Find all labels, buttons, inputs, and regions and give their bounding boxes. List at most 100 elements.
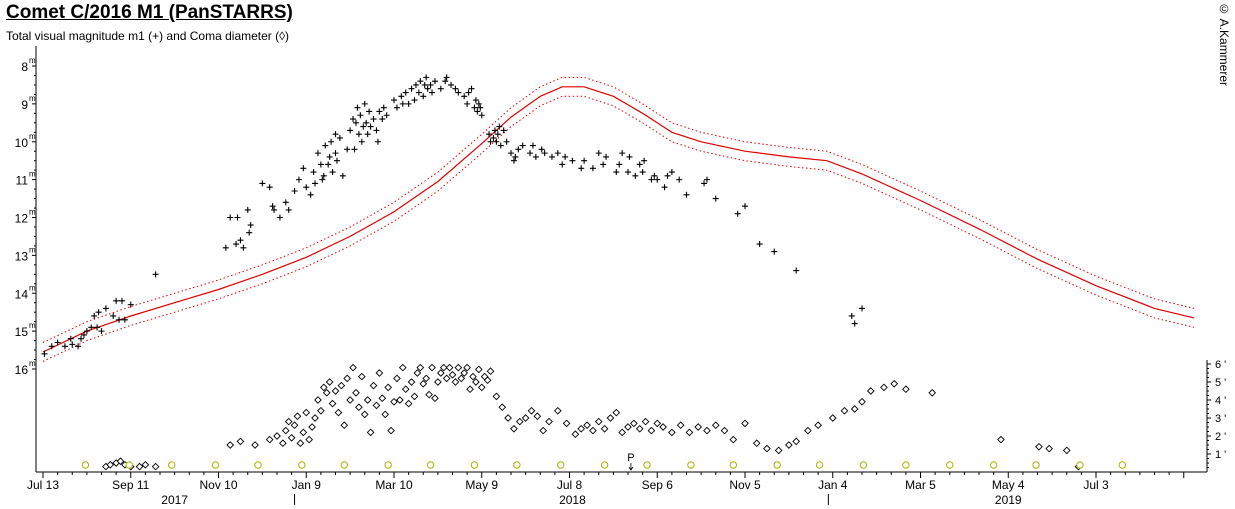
coma-point	[457, 374, 466, 383]
coma-point	[774, 446, 783, 455]
magnitude-point	[322, 142, 329, 149]
magnitude-point	[589, 165, 596, 172]
magnitude-point	[603, 153, 610, 160]
magnitude-point	[848, 312, 855, 319]
magnitude-tick-suffix: m	[29, 208, 36, 217]
magnitude-point	[344, 146, 351, 153]
coma-points	[102, 363, 1083, 471]
magnitude-point	[600, 161, 607, 168]
magnitude-point	[515, 146, 522, 153]
moon-marker	[687, 461, 695, 469]
coma-point	[226, 441, 235, 449]
magnitude-point	[127, 301, 134, 308]
date-tick-label: Jul 13	[27, 478, 59, 492]
moon-marker	[557, 461, 565, 469]
coma-point	[407, 378, 416, 386]
magnitude-point	[500, 127, 507, 134]
coma-point	[279, 439, 287, 448]
coma-point	[311, 414, 319, 422]
coma-point	[539, 426, 548, 435]
magnitude-point	[497, 142, 504, 149]
magnitude-point	[247, 222, 254, 229]
coma-point	[630, 419, 638, 428]
magnitude-point	[616, 161, 623, 168]
magnitude-point	[366, 108, 373, 115]
coma-point	[302, 408, 311, 417]
coma-point	[141, 460, 150, 469]
magnitude-point	[355, 131, 362, 138]
date-tick-label: Jul 3	[1083, 478, 1109, 492]
moon-marker	[773, 461, 781, 469]
magnitude-tick-suffix: m	[29, 245, 36, 254]
magnitude-point	[464, 100, 471, 107]
coma-point	[343, 374, 352, 383]
moon-marker	[168, 461, 176, 469]
magnitude-point	[234, 214, 241, 221]
magnitude-point	[491, 127, 498, 134]
magnitude-point	[427, 81, 434, 88]
date-tick-label: May 9	[465, 478, 498, 492]
magnitude-point	[271, 206, 278, 213]
magnitude-point	[734, 210, 741, 217]
coma-point	[466, 385, 474, 394]
magnitude-point	[121, 316, 128, 323]
magnitude-point	[61, 343, 68, 350]
magnitude-point	[314, 150, 321, 157]
coma-point	[384, 383, 392, 392]
magnitude-point	[639, 169, 646, 176]
coma-point	[469, 372, 477, 381]
magnitude-point	[472, 97, 479, 104]
moon-marker	[600, 461, 609, 469]
coma-point	[451, 378, 460, 386]
magnitude-point	[625, 169, 632, 176]
magnitude-point	[475, 100, 482, 107]
magnitude-point	[701, 180, 708, 187]
magnitude-tick-label: 15	[15, 325, 29, 339]
magnitude-point	[431, 78, 438, 85]
magnitude-point	[412, 81, 419, 88]
coma-point	[635, 424, 644, 433]
magnitude-point	[532, 153, 539, 160]
magnitude-point	[350, 116, 357, 123]
magnitude-point	[319, 176, 326, 183]
magnitude-point	[538, 146, 545, 153]
coma-point	[527, 406, 536, 415]
coma-point	[521, 414, 530, 422]
magnitude-point	[41, 350, 48, 357]
coma-point	[685, 428, 694, 437]
magnitude-point	[222, 244, 229, 251]
magnitude-tick-suffix: m	[29, 283, 36, 292]
magnitude-point	[379, 116, 386, 123]
magnitude-point	[282, 199, 289, 206]
magnitude-point	[508, 150, 515, 157]
magnitude-tick-suffix: m	[29, 94, 36, 103]
coma-point	[828, 414, 837, 422]
magnitude-point	[661, 184, 668, 191]
magnitude-point	[578, 165, 585, 172]
coma-point	[287, 433, 296, 442]
magnitude-point	[307, 191, 314, 198]
magnitude-point	[91, 312, 98, 319]
coma-point	[337, 381, 346, 390]
magnitude-tick-label: 14	[15, 287, 29, 301]
moon-marker	[1076, 461, 1084, 469]
magnitude-points	[41, 74, 866, 357]
magnitude-point	[494, 131, 501, 138]
coma-point	[328, 399, 337, 408]
magnitude-point	[259, 180, 266, 187]
magnitude-point	[503, 138, 510, 145]
coma-point	[369, 381, 378, 390]
magnitude-point	[364, 131, 371, 138]
magnitude-point	[668, 169, 675, 176]
coma-point	[135, 462, 144, 471]
coma-point	[284, 417, 293, 426]
magnitude-point	[859, 305, 866, 312]
magnitude-point	[373, 127, 380, 134]
coma-point	[647, 426, 656, 435]
magnitude-point	[95, 309, 102, 316]
coma-point	[445, 363, 454, 372]
magnitude-point	[333, 157, 340, 164]
coma-point	[425, 390, 433, 399]
coma-point	[396, 396, 404, 404]
coma-point	[498, 403, 507, 412]
